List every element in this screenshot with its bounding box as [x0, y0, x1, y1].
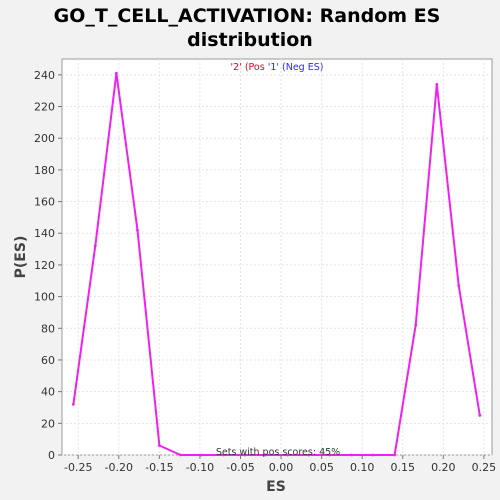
data-point [393, 453, 397, 457]
data-point [457, 284, 461, 287]
y-axis-ticks: 0 20 40 60 80 100 120 140 160 180 200 220 240 [34, 69, 62, 462]
x-tick-label: -0.15 [145, 461, 173, 474]
y-tick-label: 40 [41, 386, 55, 399]
x-tick-label: 0.15 [391, 461, 416, 474]
legend: '2' (Pos '1' (Neg ES) [231, 62, 324, 73]
y-tick-label: 140 [34, 227, 55, 240]
legend-item-neg: '1' (Neg ES) [268, 62, 324, 73]
data-point [478, 414, 482, 417]
data-point [93, 244, 97, 248]
chart-title-line2: distribution [187, 29, 313, 51]
x-tick-label: 0.10 [350, 461, 375, 474]
data-point [264, 453, 268, 457]
plot-area [61, 58, 493, 456]
data-point [350, 453, 354, 457]
x-tick-label: 0.20 [431, 461, 456, 474]
x-tick-label: 0.00 [269, 461, 294, 474]
y-tick-label: 240 [34, 69, 55, 82]
x-tick-label: -0.10 [186, 461, 214, 474]
x-axis-ticks: -0.25 -0.20 -0.15 -0.10 -0.05 0.00 0.05 0.10 0.1… [64, 455, 496, 474]
y-tick-label: 60 [41, 354, 55, 367]
y-tick-label: 160 [34, 196, 55, 209]
data-point [136, 228, 139, 232]
annotation-pos-scores: Sets with pos scores: 45% [216, 447, 340, 458]
y-tick-label: 220 [34, 101, 55, 114]
data-point [71, 402, 75, 406]
data-point [414, 323, 418, 327]
data-point [200, 453, 203, 457]
y-tick-label: 20 [41, 417, 55, 430]
x-tick-label: -0.25 [64, 461, 92, 474]
data-point [179, 453, 182, 457]
grid [62, 59, 492, 456]
y-tick-label: 80 [41, 322, 55, 335]
data-point [114, 71, 118, 75]
data-point [328, 453, 332, 457]
series-line [72, 72, 481, 456]
x-tick-label: -0.20 [105, 461, 133, 474]
chart-title-line1: GO_T_CELL_ACTIVATION: Random ES [54, 5, 441, 27]
x-axis-label: ES [266, 479, 286, 495]
data-point [371, 453, 375, 457]
y-tick-label: 100 [34, 291, 55, 304]
series [71, 71, 482, 457]
y-axis-label: P(ES) [13, 236, 29, 279]
data-point [243, 453, 246, 457]
x-tick-label: -0.05 [226, 461, 254, 474]
data-point [307, 453, 311, 457]
y-tick-label: 120 [34, 259, 55, 272]
y-tick-label: 200 [34, 132, 55, 145]
data-point [435, 82, 439, 86]
y-tick-label: 180 [34, 164, 55, 177]
y-tick-label: 0 [48, 449, 55, 462]
data-point [286, 453, 289, 457]
x-tick-label: 0.05 [309, 461, 334, 474]
data-point [157, 444, 161, 447]
legend-item-pos: '2' (Pos [231, 62, 265, 73]
data-point [222, 453, 225, 457]
x-tick-label: 0.25 [472, 461, 497, 474]
